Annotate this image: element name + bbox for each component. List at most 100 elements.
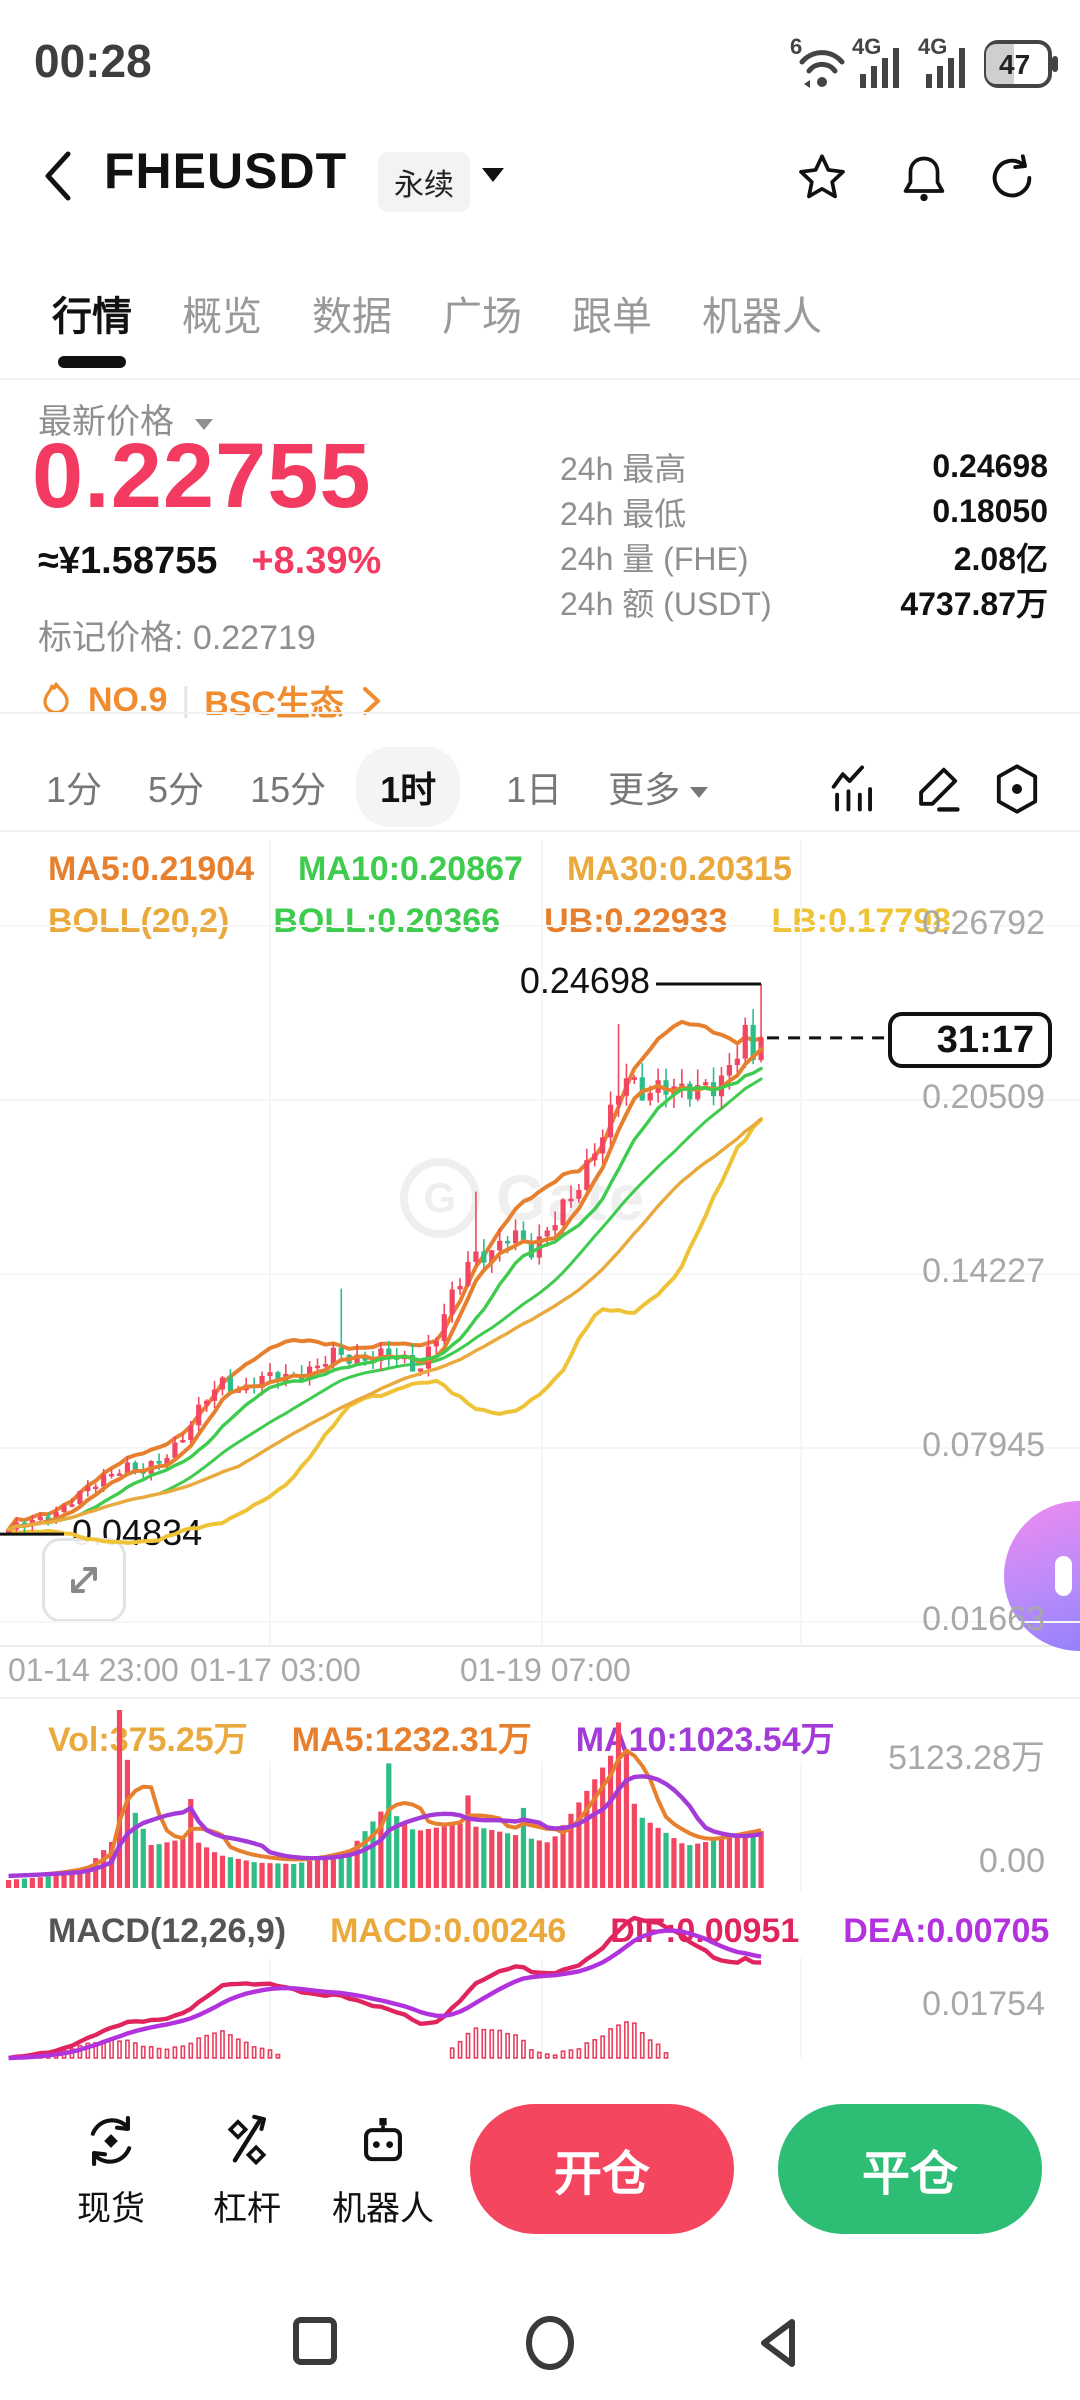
macd-axis-max: 0.01754 xyxy=(922,1985,1045,2023)
favorite-star-icon[interactable] xyxy=(796,152,848,209)
nav-back-icon[interactable] xyxy=(752,2316,804,2375)
candle xyxy=(69,1504,75,1507)
nav-home-icon[interactable] xyxy=(524,2316,576,2375)
stat-value: 4737.87万 xyxy=(900,585,1048,622)
candle xyxy=(45,1516,51,1522)
stat-row: 24h 最低 0.18050 xyxy=(560,489,1048,534)
margin-shortcut[interactable]: 杠杆 xyxy=(192,2112,302,2230)
main-chart-canvas[interactable] xyxy=(0,840,1080,1646)
indicator-label: MA30:0.20315 xyxy=(566,850,792,888)
candle xyxy=(750,1024,756,1061)
chart-axis-divider xyxy=(0,1645,1080,1647)
time-axis-label: 01-19 07:00 xyxy=(460,1652,631,1688)
tab-数据[interactable]: 数据 xyxy=(312,295,392,339)
candle xyxy=(687,1083,693,1100)
macd-chart-canvas[interactable] xyxy=(0,1900,1080,2085)
candle xyxy=(481,1251,487,1263)
timeframe-15分[interactable]: 15分 xyxy=(250,769,327,810)
candle xyxy=(61,1505,67,1513)
alert-bell-icon[interactable] xyxy=(898,152,950,209)
candle xyxy=(227,1377,233,1392)
tab-广场[interactable]: 广场 xyxy=(442,295,522,339)
macd-indicator-labels: MACD(12,26,9) MACD:0.00246 DIF:0.00951 DEA:… xyxy=(48,1912,1080,1951)
time-gridline xyxy=(541,1958,543,2058)
timeframe-1分[interactable]: 1分 xyxy=(46,769,103,810)
candle-countdown-badge: 31:17 xyxy=(888,1011,1052,1068)
indicator-label: UB:0.22933 xyxy=(544,902,728,940)
timeframe-5分[interactable]: 5分 xyxy=(148,769,205,810)
timeframe-1日[interactable]: 1日 xyxy=(506,769,563,810)
stat-row: 24h 最高 0.24698 xyxy=(560,444,1048,489)
candle xyxy=(267,1372,273,1377)
candle xyxy=(85,1486,91,1492)
candle xyxy=(132,1462,138,1471)
indicator-label: DEA:0.00705 xyxy=(843,1912,1050,1950)
stat-label: 24h 最低 xyxy=(560,495,687,532)
timeframe-1时[interactable]: 1时 xyxy=(356,747,461,827)
contract-selector-caret[interactable] xyxy=(482,168,504,182)
chart-settings-icon[interactable] xyxy=(992,764,1042,819)
candle xyxy=(433,1341,439,1347)
tab-概览[interactable]: 概览 xyxy=(182,295,262,339)
price-gridline xyxy=(0,925,1080,927)
candle xyxy=(441,1314,447,1342)
stat-row: 24h 量 (FHE) 2.08亿 xyxy=(560,534,1048,579)
hot-rank-link[interactable]: NO.9 | BSC生态 xyxy=(38,676,384,725)
candle xyxy=(314,1365,321,1369)
price-gridline xyxy=(0,1621,1080,1623)
flame-icon xyxy=(43,681,69,714)
tab-机器人[interactable]: 机器人 xyxy=(702,295,822,339)
price-axis-label: 0.07945 xyxy=(922,1426,1045,1464)
candle xyxy=(560,1199,566,1226)
price-gridline xyxy=(0,1447,1080,1449)
volume-chart-canvas[interactable] xyxy=(0,1700,1080,1896)
candle xyxy=(647,1092,653,1101)
candle xyxy=(631,1077,637,1080)
indicator-chart-icon[interactable] xyxy=(828,764,878,819)
divider xyxy=(0,1697,1080,1699)
nav-recents-icon[interactable] xyxy=(292,2316,338,2371)
tab-行情[interactable]: 行情 xyxy=(52,284,132,368)
candle xyxy=(592,1153,598,1161)
timeframe-bar: 1分 5分 15分 1时 1日 更多 xyxy=(0,744,1080,830)
bot-shortcut[interactable]: 机器人 xyxy=(318,2112,448,2230)
price-axis-label: 0.14227 xyxy=(922,1252,1045,1290)
candle xyxy=(473,1251,479,1262)
open-position-button[interactable]: 开仓 xyxy=(470,2104,734,2234)
tab-跟单[interactable]: 跟单 xyxy=(572,295,652,339)
last-price-selector[interactable]: 最新价格 xyxy=(38,394,214,443)
fiat-price: ≈¥1.58755 xyxy=(38,540,218,582)
candle xyxy=(726,1065,732,1076)
page-tabs: 行情 概览 数据 广场 跟单 机器人 xyxy=(0,284,822,368)
candle xyxy=(449,1289,455,1315)
contract-type-badge: 永续 xyxy=(378,152,470,212)
candle xyxy=(180,1440,186,1443)
candle xyxy=(156,1461,162,1464)
candle xyxy=(544,1230,550,1237)
spot-shortcut[interactable]: 现货 xyxy=(56,2112,166,2230)
candle xyxy=(188,1425,194,1441)
refresh-icon[interactable] xyxy=(986,152,1038,209)
stat-label: 24h 最高 xyxy=(560,450,687,487)
timeframe-更多[interactable]: 更多 xyxy=(608,761,709,813)
back-button[interactable] xyxy=(36,148,80,209)
candle xyxy=(679,1083,685,1087)
candle xyxy=(615,1095,622,1105)
candle xyxy=(275,1372,281,1382)
hot-rank: NO.9 xyxy=(88,681,168,719)
chevron-left-icon xyxy=(45,151,71,201)
divider xyxy=(0,712,1080,714)
time-gridline xyxy=(800,840,802,1645)
candle xyxy=(528,1241,534,1258)
candle xyxy=(77,1491,83,1505)
candle xyxy=(378,1348,384,1361)
close-position-button[interactable]: 平仓 xyxy=(778,2104,1042,2234)
expand-arrows-icon xyxy=(71,1567,97,1593)
candle xyxy=(93,1486,99,1490)
spot-label: 现货 xyxy=(77,2190,145,2228)
draw-pencil-icon[interactable] xyxy=(912,764,962,819)
candle xyxy=(623,1078,630,1096)
status-time: 00:28 xyxy=(34,35,152,87)
candle xyxy=(584,1160,590,1190)
indicator-label: MACD:0.00246 xyxy=(330,1912,567,1950)
